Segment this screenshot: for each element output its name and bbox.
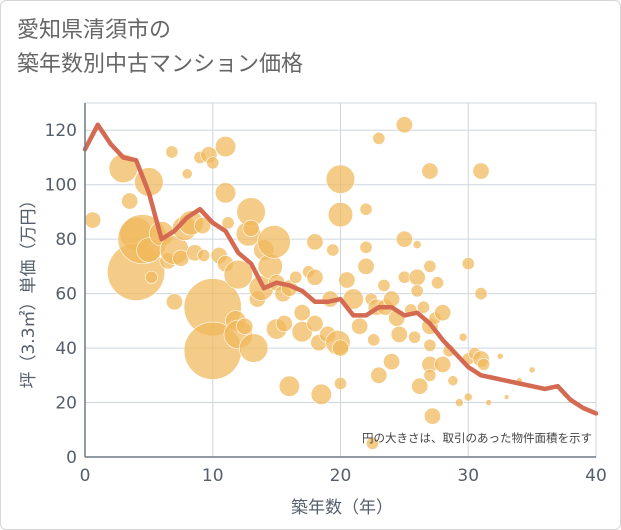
data-bubble: [289, 270, 303, 284]
y-tick-label: 0: [66, 448, 77, 468]
size-note: 円の大きさは、取引のあった物件面積を示す: [362, 431, 592, 445]
data-bubble: [423, 407, 441, 425]
data-bubble: [421, 162, 439, 180]
data-bubble: [408, 268, 426, 286]
data-bubble: [351, 317, 369, 335]
data-bubble: [334, 377, 347, 390]
data-bubble: [181, 168, 193, 180]
x-tick-label: 0: [80, 466, 91, 486]
data-bubble: [357, 257, 375, 275]
y-tick-label: 20: [55, 394, 77, 414]
data-bubble: [293, 304, 311, 322]
data-bubble: [257, 225, 291, 259]
data-bubble: [359, 202, 373, 216]
data-bubble: [165, 145, 179, 159]
data-bubble: [423, 259, 437, 273]
data-bubble: [447, 375, 459, 387]
data-bubble: [206, 156, 220, 170]
data-bubble: [417, 300, 430, 314]
data-bubble: [383, 290, 401, 308]
data-bubble: [472, 162, 490, 180]
data-bubble: [370, 366, 388, 384]
data-bubble: [278, 375, 300, 397]
data-bubble: [408, 330, 422, 344]
data-bubble: [383, 353, 401, 371]
data-bubble: [327, 202, 354, 228]
data-bubble: [214, 182, 237, 204]
data-bubble: [144, 270, 158, 284]
data-bubble: [306, 233, 324, 251]
data-bubble: [359, 240, 373, 254]
data-bubble: [197, 249, 211, 262]
data-bubble: [461, 257, 475, 271]
data-bubble: [242, 219, 260, 237]
data-bubble: [275, 315, 293, 333]
data-bubble: [121, 192, 139, 210]
data-bubble: [423, 338, 437, 352]
data-bubble: [411, 377, 429, 395]
data-bubble: [84, 211, 102, 229]
data-bubble: [338, 271, 356, 289]
data-bubble: [310, 383, 332, 405]
data-bubble: [365, 436, 379, 450]
data-bubble: [412, 240, 422, 249]
data-bubble: [214, 136, 237, 158]
x-axis-title: 築年数（年）: [291, 498, 393, 518]
data-bubble: [458, 332, 468, 342]
data-bubble: [477, 357, 491, 371]
data-bubble: [503, 394, 510, 400]
data-bubble: [434, 355, 452, 373]
y-tick-label: 80: [55, 230, 77, 250]
title-line-1: 愛知県清須市の: [17, 18, 172, 43]
x-tick-label: 40: [585, 466, 607, 486]
data-bubble: [223, 259, 253, 290]
data-bubble: [390, 325, 408, 343]
data-bubble: [325, 164, 356, 194]
data-bubble: [528, 366, 536, 374]
x-tick-label: 30: [457, 466, 479, 486]
y-tick-label: 60: [55, 285, 77, 305]
data-bubble: [326, 243, 340, 257]
data-bubble: [306, 315, 324, 333]
data-bubble: [372, 131, 386, 145]
bubble-layer: [84, 116, 536, 450]
chart-title: 愛知県清須市の 築年数別中古マンション価格: [17, 14, 303, 82]
data-bubble: [331, 339, 349, 357]
data-bubble: [423, 368, 437, 382]
data-bubble: [395, 116, 413, 134]
data-bubble: [165, 293, 183, 311]
data-bubble: [306, 268, 324, 286]
y-tick-label: 120: [45, 121, 77, 141]
data-bubble: [463, 392, 473, 402]
title-line-2: 築年数別中古マンション価格: [17, 52, 304, 77]
x-tick-label: 20: [330, 466, 352, 486]
data-bubble: [474, 287, 488, 301]
data-bubble: [194, 217, 212, 235]
trend-line: [82, 122, 599, 416]
data-bubble: [410, 284, 424, 298]
data-bubble: [377, 278, 391, 292]
data-bubble: [238, 333, 269, 363]
y-axis-title: 坪（3.3㎡）単価（万円）: [19, 191, 39, 388]
data-bubble: [236, 317, 254, 335]
y-tick-label: 40: [55, 339, 77, 359]
data-bubble: [395, 230, 413, 248]
data-bubble: [454, 398, 464, 407]
data-bubble: [221, 216, 235, 230]
data-bubble: [496, 352, 504, 360]
x-tick-label: 10: [202, 466, 224, 486]
data-bubble: [367, 333, 381, 347]
data-bubble: [434, 304, 452, 322]
y-tick-label: 100: [45, 176, 77, 196]
data-bubble: [485, 399, 493, 406]
axes: 0 20 40 60 80 100 120 0 10 20 30 40: [45, 103, 607, 486]
data-bubble: [431, 276, 445, 290]
